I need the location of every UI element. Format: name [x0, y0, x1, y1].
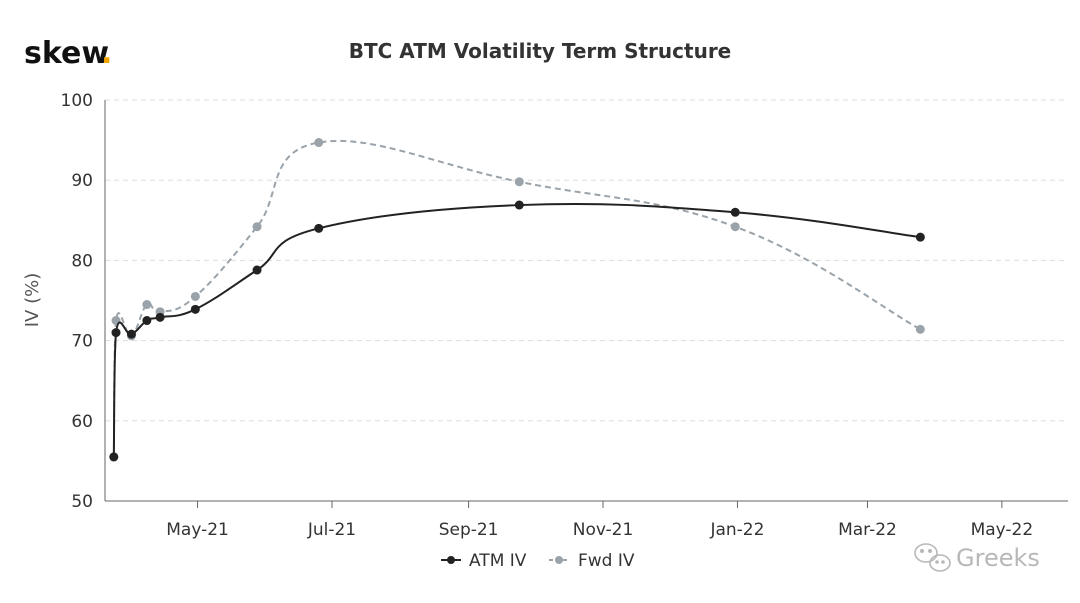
x-tick-label: May-22 — [971, 520, 1034, 540]
data-point-atm-iv — [252, 265, 262, 275]
y-axis-label: IV (%) — [22, 273, 43, 328]
data-point-atm-iv — [514, 200, 524, 210]
legend-swatch-marker — [447, 556, 455, 564]
data-point-atm-iv — [730, 207, 740, 217]
y-tick-label: 70 — [71, 332, 93, 352]
legend-swatch-marker — [555, 556, 563, 564]
y-tick-label: 90 — [71, 171, 93, 191]
x-ticks: May-21 Jul-21 Sep-21 Nov-21 Jan-22 Mar-22 May-… — [166, 501, 1033, 540]
x-tick-label: Jan-22 — [709, 520, 764, 540]
data-point-atm-iv — [126, 329, 136, 339]
watermark-text: Greeks — [956, 544, 1040, 572]
logo-text: skew — [24, 36, 109, 71]
series-layer — [109, 138, 925, 462]
y-tick-label: 50 — [71, 492, 93, 512]
data-point-atm-iv — [190, 304, 200, 314]
data-point-fwd-iv — [314, 138, 324, 148]
data-point-fwd-iv — [514, 177, 524, 187]
y-tick-label: 80 — [71, 251, 93, 271]
x-tick-label: Nov-21 — [573, 520, 634, 540]
y-tick-label: 60 — [71, 412, 93, 432]
data-point-atm-iv — [915, 232, 925, 242]
data-point-fwd-iv — [915, 324, 925, 334]
data-point-atm-iv — [155, 312, 165, 322]
grid — [105, 99, 1068, 422]
data-point-fwd-iv — [730, 222, 740, 232]
legend-item-atm-iv[interactable]: ATM IV — [441, 551, 527, 571]
data-point-fwd-iv — [190, 291, 200, 301]
data-point-atm-iv — [109, 452, 119, 462]
x-tick-label: May-21 — [166, 520, 229, 540]
x-tick-label: Mar-22 — [838, 520, 897, 540]
legend-label-fwd-iv: Fwd IV — [578, 551, 635, 571]
y-ticks: 50 60 70 80 90 100 — [61, 91, 93, 512]
y-tick-label: 100 — [61, 91, 93, 111]
data-point-atm-iv — [111, 328, 121, 338]
series-line-fwd-iv — [112, 139, 921, 457]
legend-label-atm-iv: ATM IV — [469, 551, 527, 571]
x-tick-label: Sep-21 — [439, 520, 499, 540]
data-point-fwd-iv — [142, 300, 152, 310]
legend: ATM IV Fwd IV — [441, 551, 635, 571]
axes — [104, 100, 1068, 502]
skew-logo: skew . — [24, 36, 112, 71]
series-line-atm-iv — [112, 202, 921, 457]
data-point-atm-iv — [142, 316, 152, 326]
x-tick-label: Jul-21 — [307, 520, 356, 540]
watermark: Greeks — [914, 543, 1040, 572]
chart-title: BTC ATM Volatility Term Structure — [349, 39, 732, 63]
data-point-atm-iv — [314, 223, 324, 233]
data-point-fwd-iv — [252, 222, 262, 232]
logo-dot: . — [101, 36, 112, 71]
wechat-icon — [914, 543, 951, 572]
legend-item-fwd-iv[interactable]: Fwd IV — [549, 551, 635, 571]
